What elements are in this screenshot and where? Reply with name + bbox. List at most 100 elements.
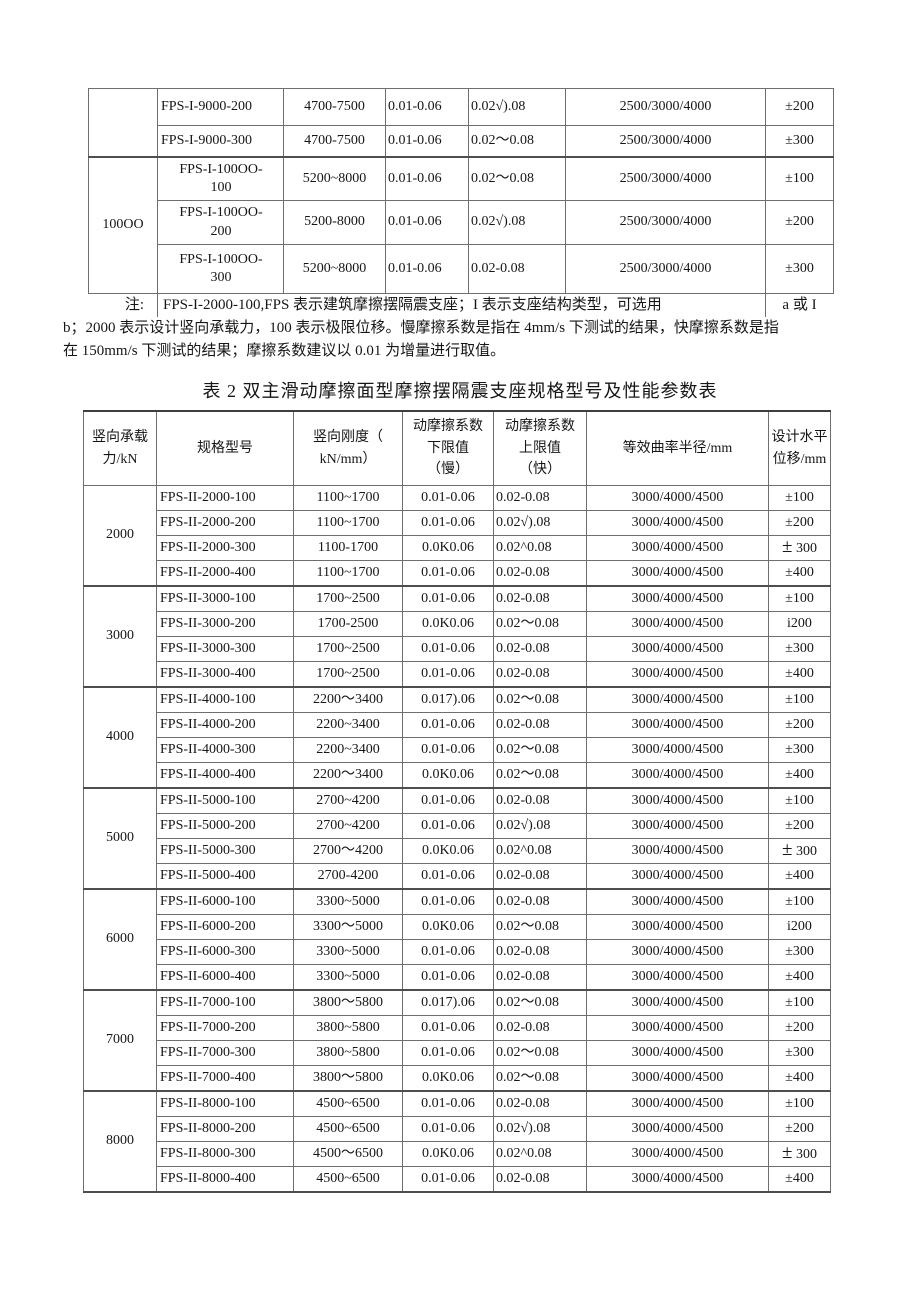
displacement-cell: ±100 [768,485,831,512]
model-cell: FPS-II-5000-100 [156,787,294,815]
model-cell: FPS-II-8000-200 [156,1116,294,1143]
displacement-cell: ±400 [768,661,831,688]
displacement-cell: ±400 [768,560,831,587]
radius-cell: 3000/4000/4500 [586,1040,769,1067]
friction-upper-cell: 0.02-0.08 [493,585,587,613]
displacement-cell: ±300 [768,636,831,663]
header-model: 规格型号 [156,410,294,487]
displacement-cell: ±100 [768,1090,831,1118]
radius-cell: 3000/4000/4500 [586,737,769,764]
table-row: FPS-II-2000-200 1100~1700 0.01-0.06 0.02√).… [84,510,831,537]
table-row: FPS-II-8000-400 4500~6500 0.01-0.06 0.02-0.… [84,1166,831,1193]
displacement-cell: ±200 [768,813,831,840]
note-line-1: 注: FPS-I-2000-100,FPS 表示建筑摩擦摆隔震支座；I 表示支座… [88,294,833,317]
friction-lower-cell: 0.0K0.06 [402,762,494,789]
stiffness-cell: 1700~2500 [293,636,403,663]
friction-lower-cell: 0.01-0.06 [402,510,494,537]
table-row: FPS-II-8000-200 4500~6500 0.01-0.06 0.02√).… [84,1116,831,1143]
radius-cell: 3000/4000/4500 [586,560,769,587]
model-cell: FPS-I-100OO- 100 [157,155,284,201]
table2-title: 表 2 双主滑动摩擦面型摩擦摆隔震支座规格型号及性能参数表 [202,381,718,401]
load-group-cell: 2000 [83,485,157,587]
friction-upper-cell: 0.02-0.08 [493,1015,587,1042]
friction-upper-cell: 0.02-0.08 [493,485,587,512]
displacement-cell: ±400 [768,863,831,890]
radius-cell: 2500/3000/4000 [565,200,766,245]
friction-lower-cell: 0.0K0.06 [402,1065,494,1092]
friction-upper-cell: 0.02-0.08 [493,1090,587,1118]
radius-cell: 3000/4000/4500 [586,989,769,1017]
friction-lower-cell: 0.01-0.06 [402,787,494,815]
friction-lower-cell: 0.01-0.06 [402,1116,494,1143]
radius-cell: 2500/3000/4000 [565,125,766,157]
table-row: 5000 FPS-II-5000-100 2700~4200 0.01-0.06 0.0… [83,787,831,890]
stiffness-cell: 5200~8000 [283,155,386,201]
table-row: FPS-I-9000-200 4700-7500 0.01-0.06 0.02√).0… [88,88,834,157]
header-equivalent-radius: 等效曲率半径/mm [586,410,769,487]
friction-lower-cell: 0.01-0.06 [385,125,469,157]
header-vertical-load: 竖向承载 力/kN [83,410,157,487]
model-cell: FPS-II-3000-300 [156,636,294,663]
friction-upper-cell: 0.02√).08 [468,88,566,126]
table-row: FPS-II-3000-400 1700~2500 0.01-0.06 0.02-0.… [84,661,831,688]
displacement-cell: ±300 [768,939,831,966]
model-cell: FPS-II-8000-300 [156,1141,294,1168]
note-text-line3: 在 150mm/s 下测试的结果；摩擦系数建议以 0.01 为增量进行取值。 [63,343,506,359]
friction-lower-cell: 0.01-0.06 [402,585,494,613]
friction-upper-cell: 0.02-0.08 [493,560,587,587]
load-group-cell: 4000 [83,686,157,789]
model-cell: FPS-II-4000-100 [156,686,294,714]
stiffness-cell: 5200-8000 [283,200,386,245]
friction-upper-cell: 0.02～0.08 [493,1040,587,1067]
displacement-cell: ±300 [765,125,834,157]
model-cell: FPS-II-6000-100 [156,888,294,916]
friction-lower-cell: 0.0K0.06 [402,914,494,941]
model-cell: FPS-II-8000-100 [156,1090,294,1118]
friction-upper-cell: 0.02-0.08 [493,1166,587,1193]
friction-upper-cell: 0.02-0.08 [493,863,587,890]
displacement-cell: ±300 [765,244,834,294]
table-row: FPS-II-4000-200 2200~3400 0.01-0.06 0.02-0.… [84,712,831,739]
table-row: FPS-II-4000-400 2200～3400 0.0K0.06 0.02～0.0… [84,762,831,789]
spec-table-1-body: FPS-I-9000-200 4700-7500 0.01-0.06 0.02√).0… [88,88,834,294]
stiffness-cell: 2700~4200 [293,787,403,815]
table-row: 100OO FPS-I-100OO- 100 5200~8000 0.01-0.06 0… [88,155,834,294]
friction-upper-cell: 0.02^0.08 [493,535,587,562]
stiffness-cell: 4500~6500 [293,1166,403,1193]
model-cell: FPS-II-2000-200 [156,510,294,537]
radius-cell: 2500/3000/4000 [565,155,766,201]
stiffness-cell: 1700~2500 [293,661,403,688]
stiffness-cell: 3800～5800 [293,1065,403,1092]
stiffness-cell: 5200~8000 [283,244,386,294]
stiffness-cell: 1700-2500 [293,611,403,638]
friction-upper-cell: 0.02～0.08 [493,1065,587,1092]
table-row: 2000 FPS-II-2000-100 1100~1700 0.01-0.06 0.0… [83,485,831,587]
header-vertical-stiffness: 竖向刚度（ kN/mm） [293,410,403,487]
note-text-line1: FPS-I-2000-100,FPS 表示建筑摩擦摆隔震支座；I 表示支座结构类… [157,294,765,317]
displacement-cell: ±300 [768,1040,831,1067]
stiffness-cell: 2200~3400 [293,712,403,739]
stiffness-cell: 1700~2500 [293,585,403,613]
table-note: 注: FPS-I-2000-100,FPS 表示建筑摩擦摆隔震支座；I 表示支座… [63,294,833,363]
load-group-cell: 7000 [83,989,157,1092]
radius-cell: 3000/4000/4500 [586,510,769,537]
friction-lower-cell: 0.0K0.06 [402,1141,494,1168]
friction-lower-cell: 0.01-0.06 [402,939,494,966]
friction-upper-cell: 0.02√).08 [468,200,566,245]
table-row: FPS-II-8000-300 4500～6500 0.0K0.06 0.02^0.0… [84,1141,831,1168]
radius-cell: 3000/4000/4500 [586,1090,769,1118]
model-cell: FPS-I-100OO- 200 [157,200,284,245]
spec-table-2: 竖向承载 力/kN 规格型号 竖向刚度（ kN/mm） 动摩擦系数 下限值 （慢… [83,410,831,1194]
stiffness-cell: 3300~5000 [293,964,403,991]
table-row: FPS-I-100OO- 300 5200~8000 0.01-0.06 0.02-0… [89,244,834,294]
stiffness-cell: 3800～5800 [293,989,403,1017]
radius-cell: 3000/4000/4500 [586,585,769,613]
friction-lower-cell: 0.01-0.06 [402,964,494,991]
stiffness-cell: 1100-1700 [293,535,403,562]
plus-minus-symbol: ± [782,1142,793,1164]
radius-cell: 3000/4000/4500 [586,636,769,663]
model-cell: FPS-II-7000-200 [156,1015,294,1042]
spec-table-2-body: 2000 FPS-II-2000-100 1100~1700 0.01-0.06 0.0… [83,485,831,1193]
model-cell: FPS-II-5000-200 [156,813,294,840]
load-group-cell: 6000 [83,888,157,991]
